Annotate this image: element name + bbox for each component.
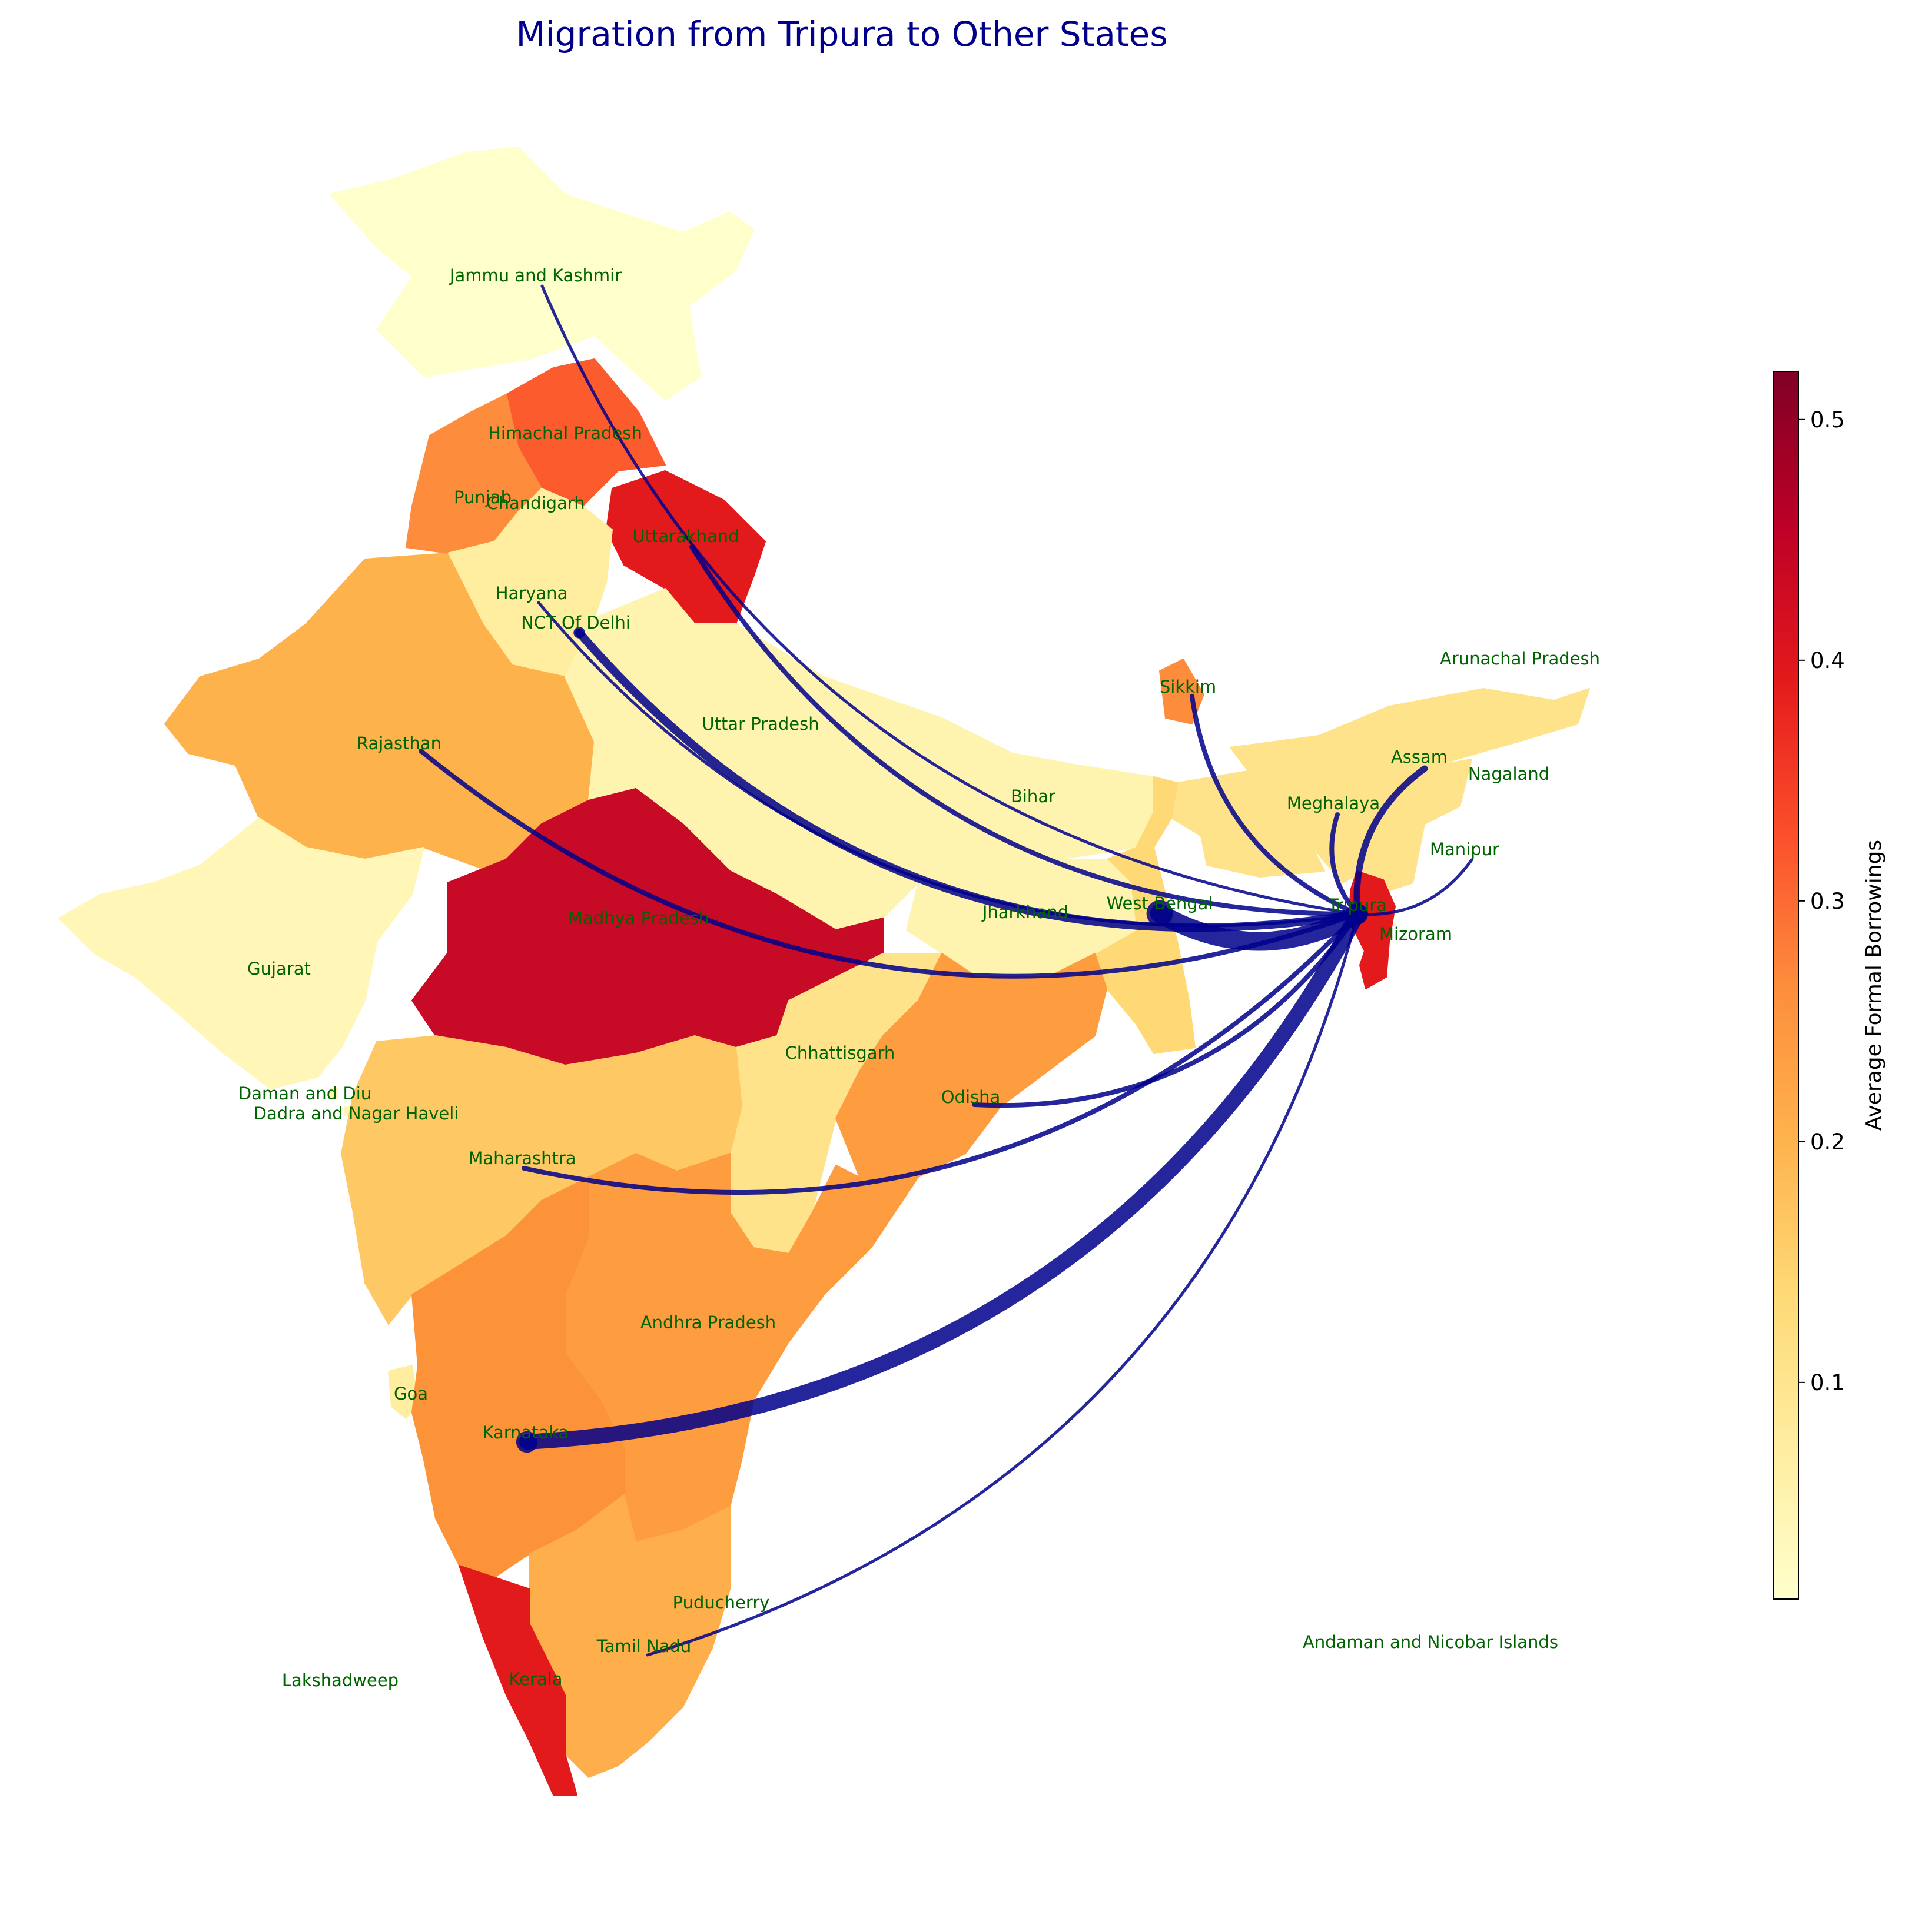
label-daman-and-diu: Daman and Diu: [238, 1084, 371, 1104]
state-mizoram: [1359, 929, 1390, 989]
state-kerala: [459, 1565, 577, 1796]
flow-to-odisha: [972, 912, 1360, 1108]
flow-to-uttarakhand: [689, 544, 1360, 917]
flow-to-rajasthan: [419, 749, 1360, 979]
label-maharashtra: Maharashtra: [468, 1148, 576, 1168]
map-title: Migration from Tripura to Other States: [516, 14, 1167, 54]
state-odisha: [835, 953, 1107, 1201]
state-nagaland: [1412, 759, 1472, 825]
colorbar-gradient: [1773, 371, 1799, 1600]
label-andhra-pradesh: Andhra Pradesh: [640, 1312, 776, 1332]
flow-to-west-bengal: [1150, 904, 1367, 951]
flow-endpoint-west-bengal: [1146, 900, 1173, 927]
colorbar-tick-label: 0.4: [1810, 648, 1845, 673]
label-lakshadweep: Lakshadweep: [282, 1670, 399, 1690]
label-mizoram: Mizoram: [1379, 924, 1452, 944]
label-dadra-and-nagar-haveli: Dadra and Nagar Haveli: [254, 1104, 459, 1124]
colorbar: 0.1 0.2 0.3 0.4 0.5 Average Formal Borrowing…: [1773, 371, 1886, 1600]
flow-to-sikkim: [1190, 694, 1360, 916]
label-odisha: Odisha: [941, 1087, 1001, 1107]
label-andaman-and-nicobar-islands: Andaman and Nicobar Islands: [1303, 1632, 1558, 1652]
label-punjab: Punjab: [454, 487, 512, 507]
label-arunachal-pradesh: Arunachal Pradesh: [1440, 649, 1600, 669]
label-rajasthan: Rajasthan: [357, 733, 441, 753]
label-goa: Goa: [394, 1384, 428, 1404]
label-bihar: Bihar: [1011, 786, 1055, 806]
flow-to-manipur: [1356, 858, 1473, 916]
flow-to-tamil-nadu: [646, 912, 1359, 1657]
colorbar-tick-label: 0.5: [1810, 407, 1845, 433]
label-tripura: Tripura: [1327, 895, 1387, 915]
label-karnataka: Karnataka: [482, 1423, 569, 1443]
label-meghalaya: Meghalaya: [1287, 793, 1380, 813]
state-jammu-and-kashmir: [329, 147, 754, 401]
label-madhya-pradesh: Madhya Pradesh: [568, 908, 709, 928]
state-nct-of-delhi: [562, 600, 586, 627]
label-puducherry: Puducherry: [673, 1593, 770, 1613]
state-west-bengal: [1094, 776, 1196, 1054]
flow-to-maharashtra: [522, 912, 1360, 1195]
label-gujarat: Gujarat: [247, 959, 311, 979]
colorbar-label: Average Formal Borrowings: [1862, 840, 1886, 1131]
state-gujarat: [58, 817, 424, 1089]
colorbar-ticks: 0.1 0.2 0.3 0.4 0.5: [1798, 407, 1845, 1395]
label-chhattisgarh: Chhattisgarh: [785, 1043, 895, 1063]
state-daman-and-diu: [329, 1088, 338, 1099]
label-west-bengal: West Bengal: [1107, 893, 1213, 913]
colorbar-tick-label: 0.1: [1810, 1370, 1845, 1395]
label-tamil-nadu: Tamil Nadu: [596, 1636, 692, 1656]
label-nct-of-delhi: NCT Of Delhi: [521, 613, 630, 633]
label-assam: Assam: [1391, 747, 1448, 767]
label-jammu-and-kashmir: Jammu and Kashmir: [449, 265, 622, 285]
flow-origin-tripura: [1347, 903, 1368, 925]
label-kerala: Kerala: [509, 1669, 563, 1689]
flow-endpoint-karnataka: [516, 1431, 538, 1453]
label-sikkim: Sikkim: [1160, 677, 1216, 697]
flow-endpoint-nct-of-delhi: [573, 627, 585, 639]
label-nagaland: Nagaland: [1468, 764, 1549, 784]
state-bihar: [1000, 753, 1154, 866]
label-uttar-pradesh: Uttar Pradesh: [702, 714, 819, 734]
label-chandigarh: Chandigarh: [486, 493, 585, 513]
flow-to-meghalaya: [1329, 812, 1360, 916]
flow-to-karnataka: [519, 906, 1365, 1450]
label-himachal-pradesh: Himachal Pradesh: [488, 423, 642, 443]
flow-to-jammu-and-kashmir: [540, 284, 1359, 916]
label-haryana: Haryana: [496, 583, 568, 603]
flows-layer: [419, 284, 1473, 1657]
state-karnataka: [411, 1176, 625, 1578]
flow-to-nct-of-delhi: [575, 629, 1362, 932]
label-jharkhand: Jharkhand: [981, 902, 1068, 922]
colorbar-tick-label: 0.2: [1810, 1129, 1845, 1155]
colorbar-tick-label: 0.3: [1810, 889, 1845, 914]
label-manipur: Manipur: [1430, 839, 1499, 859]
flow-to-assam: [1353, 765, 1428, 918]
label-uttarakhand: Uttarakhand: [632, 526, 739, 546]
